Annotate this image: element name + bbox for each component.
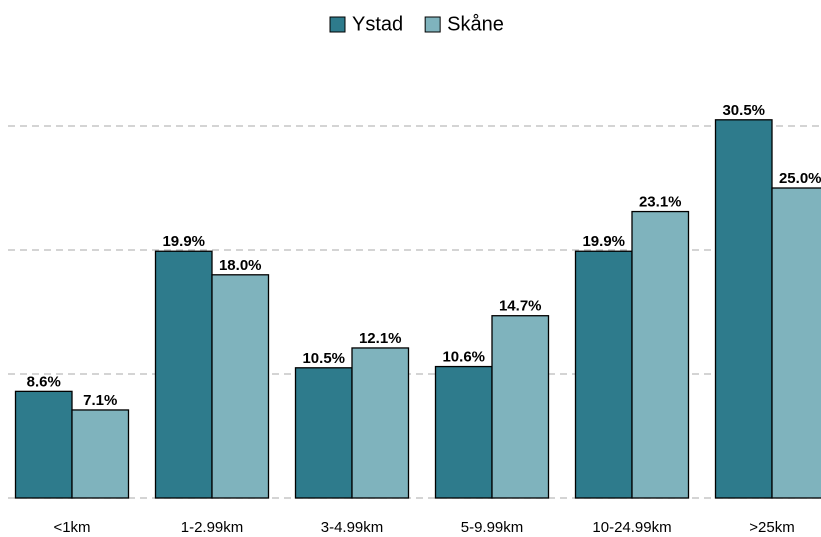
bar: [294, 367, 353, 499]
bar: [211, 274, 270, 499]
data-label: 8.6%: [27, 373, 61, 390]
legend-swatch: [329, 16, 346, 33]
x-tick-label: 3-4.99km: [321, 519, 384, 536]
data-label: 10.5%: [302, 350, 345, 367]
x-tick-label: <1km: [53, 519, 90, 536]
data-label: 23.1%: [639, 194, 682, 211]
legend-label: Ystad: [352, 13, 403, 35]
bar: [154, 250, 213, 499]
data-label: 30.5%: [722, 102, 765, 119]
x-tick-label: 1-2.99km: [181, 519, 244, 536]
bar: [14, 390, 73, 499]
bar: [491, 315, 550, 499]
legend-label: Skåne: [447, 13, 504, 35]
x-tick-label: >25km: [749, 519, 794, 536]
bar: [574, 250, 633, 499]
x-tick-label: 10-24.99km: [592, 519, 671, 536]
bar: [71, 409, 130, 499]
legend-swatch: [424, 16, 441, 33]
data-label: 19.9%: [582, 233, 625, 250]
bar: [771, 187, 821, 499]
bar: [714, 119, 773, 499]
bar: [351, 347, 410, 499]
data-label: 7.1%: [83, 392, 117, 409]
data-label: 25.0%: [779, 170, 821, 187]
bar: [434, 365, 493, 499]
bar: [631, 210, 690, 499]
data-label: 19.9%: [162, 233, 205, 250]
x-tick-label: 5-9.99km: [461, 519, 524, 536]
data-label: 12.1%: [359, 330, 402, 347]
data-label: 10.6%: [442, 349, 485, 366]
data-label: 14.7%: [499, 298, 542, 315]
data-label: 18.0%: [219, 257, 262, 274]
